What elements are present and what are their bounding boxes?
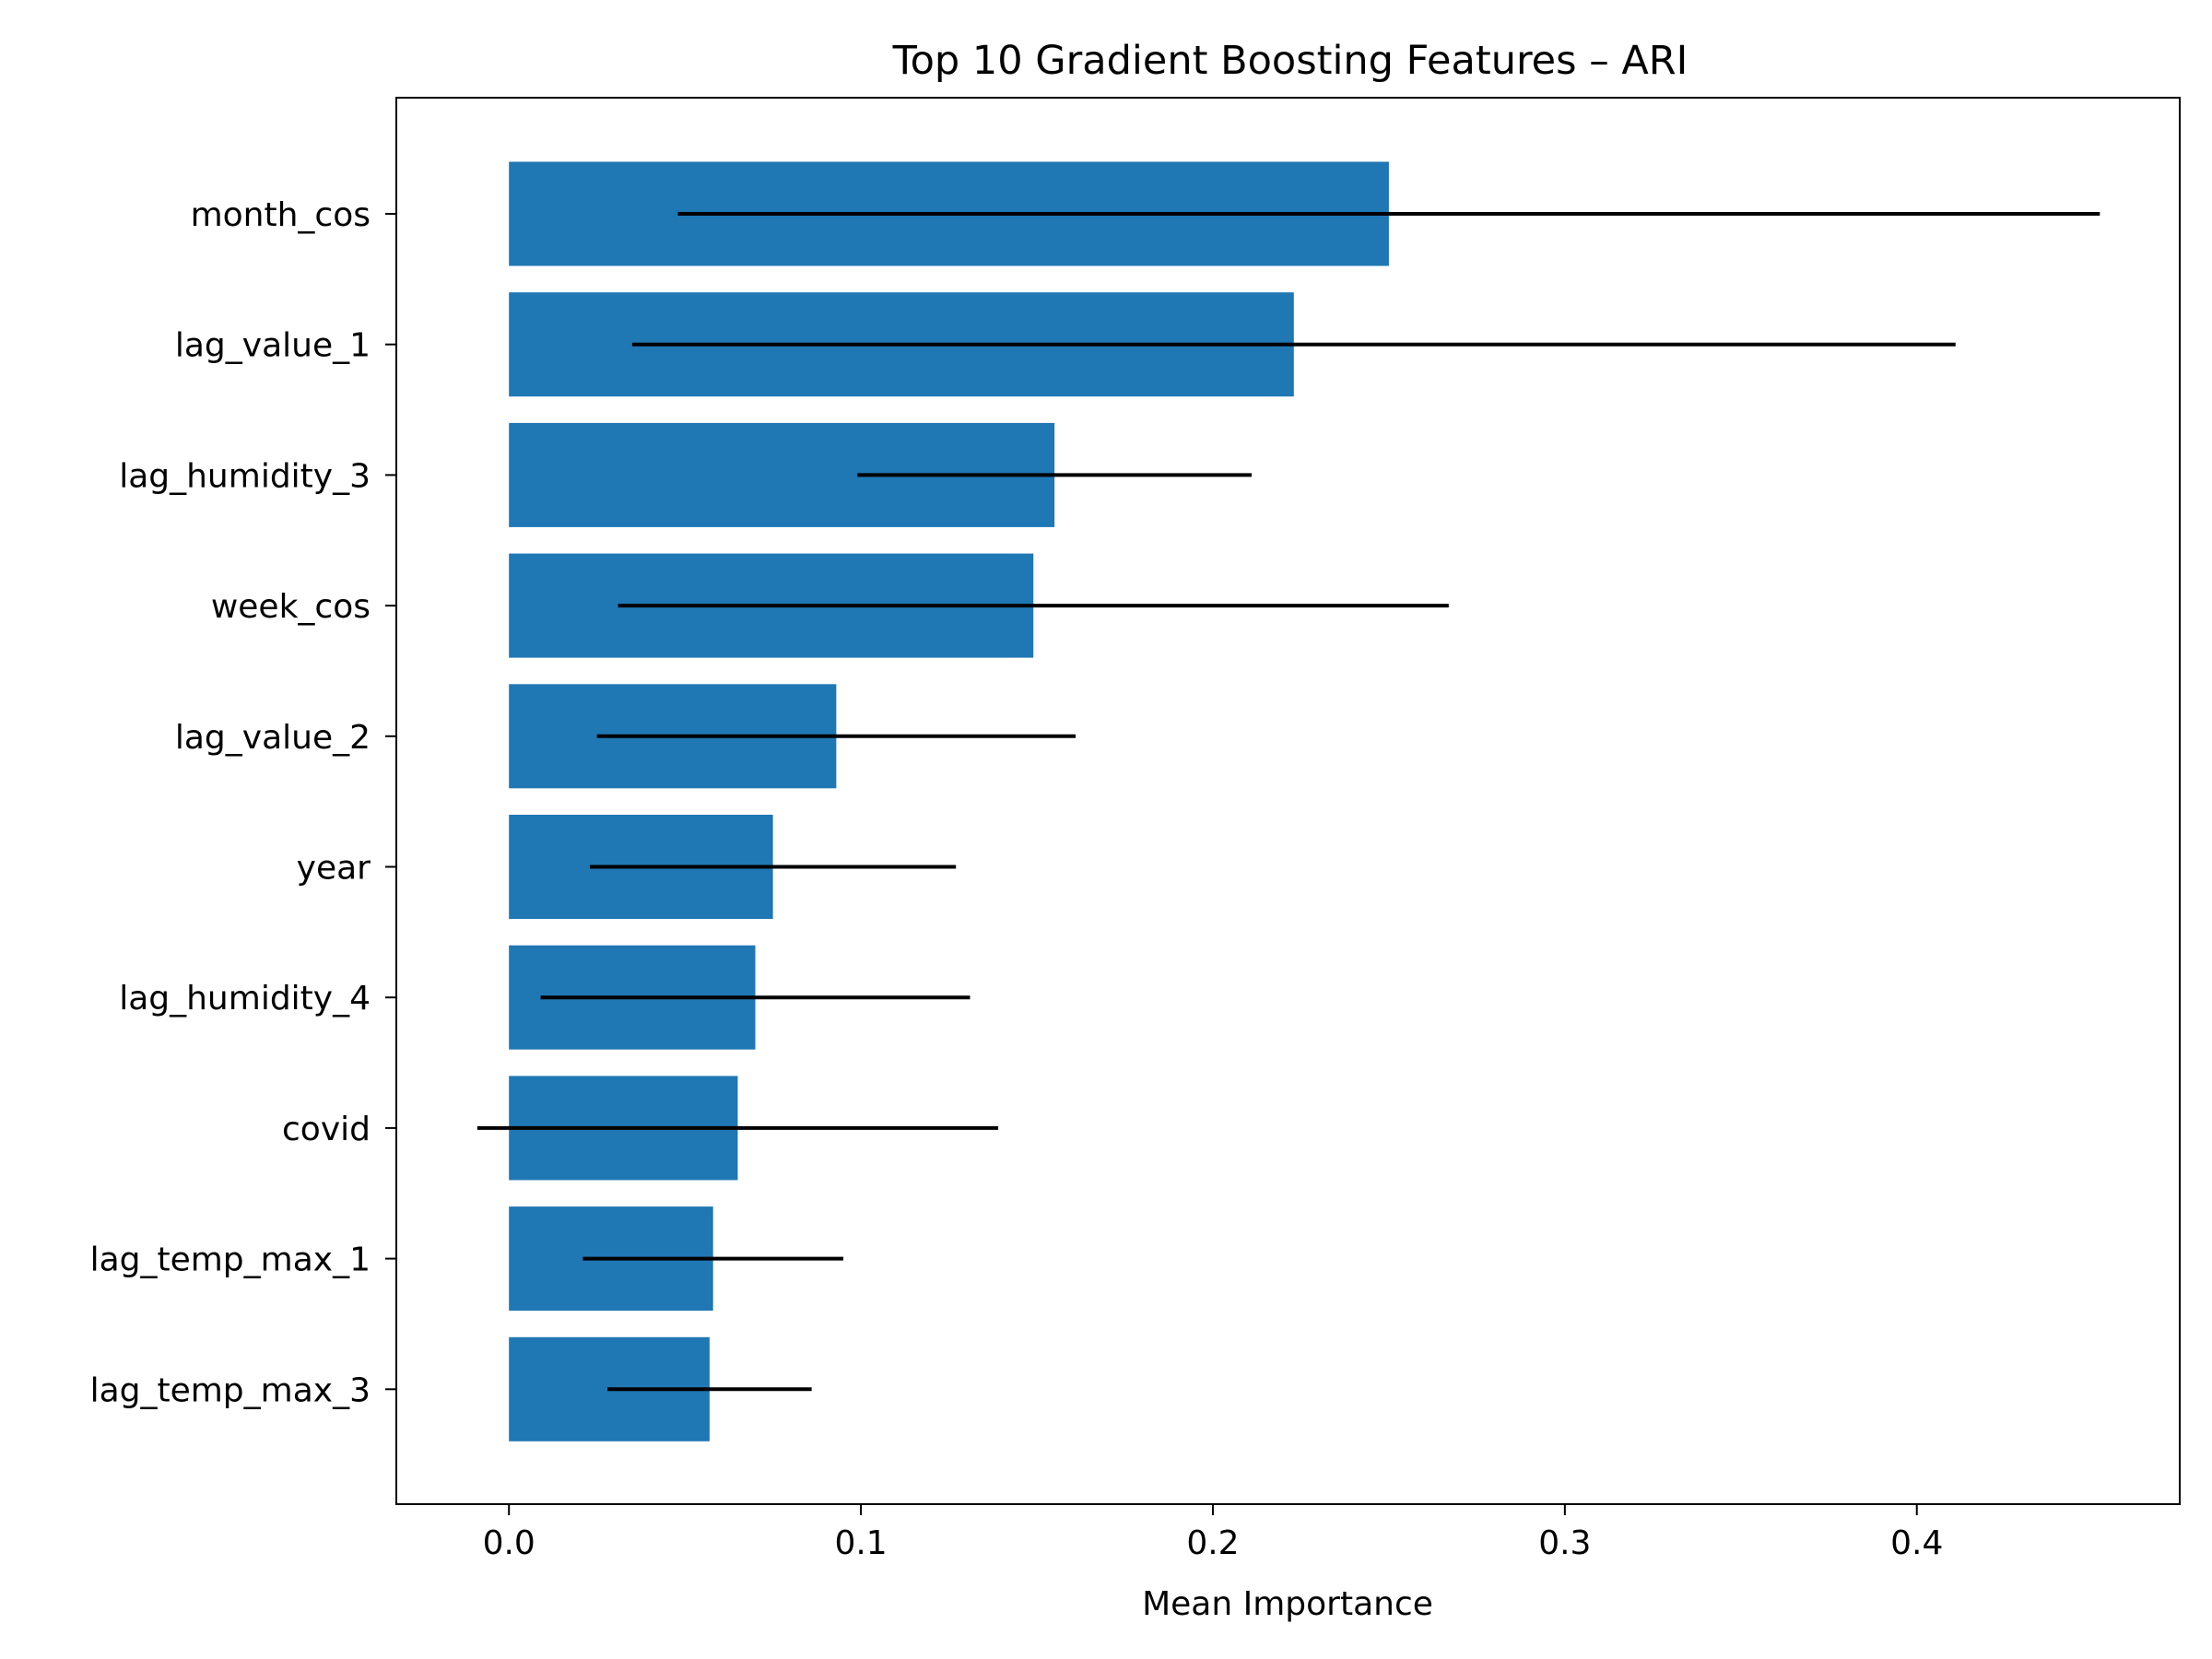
y-tick-label: lag_humidity_4 <box>119 980 371 1018</box>
y-tick-label: lag_value_2 <box>175 719 371 757</box>
y-tick-label: lag_value_1 <box>175 327 371 365</box>
plot-area-frame <box>395 97 2181 1505</box>
error-bars-layer <box>477 212 2100 1392</box>
chart-title: Top 10 Gradient Boosting Features – ARI <box>892 38 1688 84</box>
y-tick-label: lag_humidity_3 <box>119 457 371 495</box>
x-tick-label: 0.4 <box>1890 1524 1943 1562</box>
y-tick-label: lag_temp_max_3 <box>90 1371 371 1409</box>
x-tick-label: 0.0 <box>483 1524 535 1562</box>
x-axis-ticks: 0.0 0.1 0.2 0.3 0.4 <box>483 1504 1943 1562</box>
y-tick-label: covid <box>282 1111 371 1148</box>
x-axis-title: Mean Importance <box>1142 1585 1433 1623</box>
y-axis-ticks: month_cos lag_value_1 lag_humidity_3 week_c… <box>90 196 396 1409</box>
x-tick-label: 0.2 <box>1186 1524 1239 1562</box>
y-tick-label: year <box>297 850 371 888</box>
y-tick-label: lag_temp_max_1 <box>90 1241 371 1279</box>
y-tick-label: week_cos <box>211 588 371 626</box>
y-tick-label: month_cos <box>191 196 371 234</box>
x-tick-label: 0.1 <box>834 1524 887 1562</box>
x-tick-label: 0.3 <box>1538 1524 1591 1562</box>
